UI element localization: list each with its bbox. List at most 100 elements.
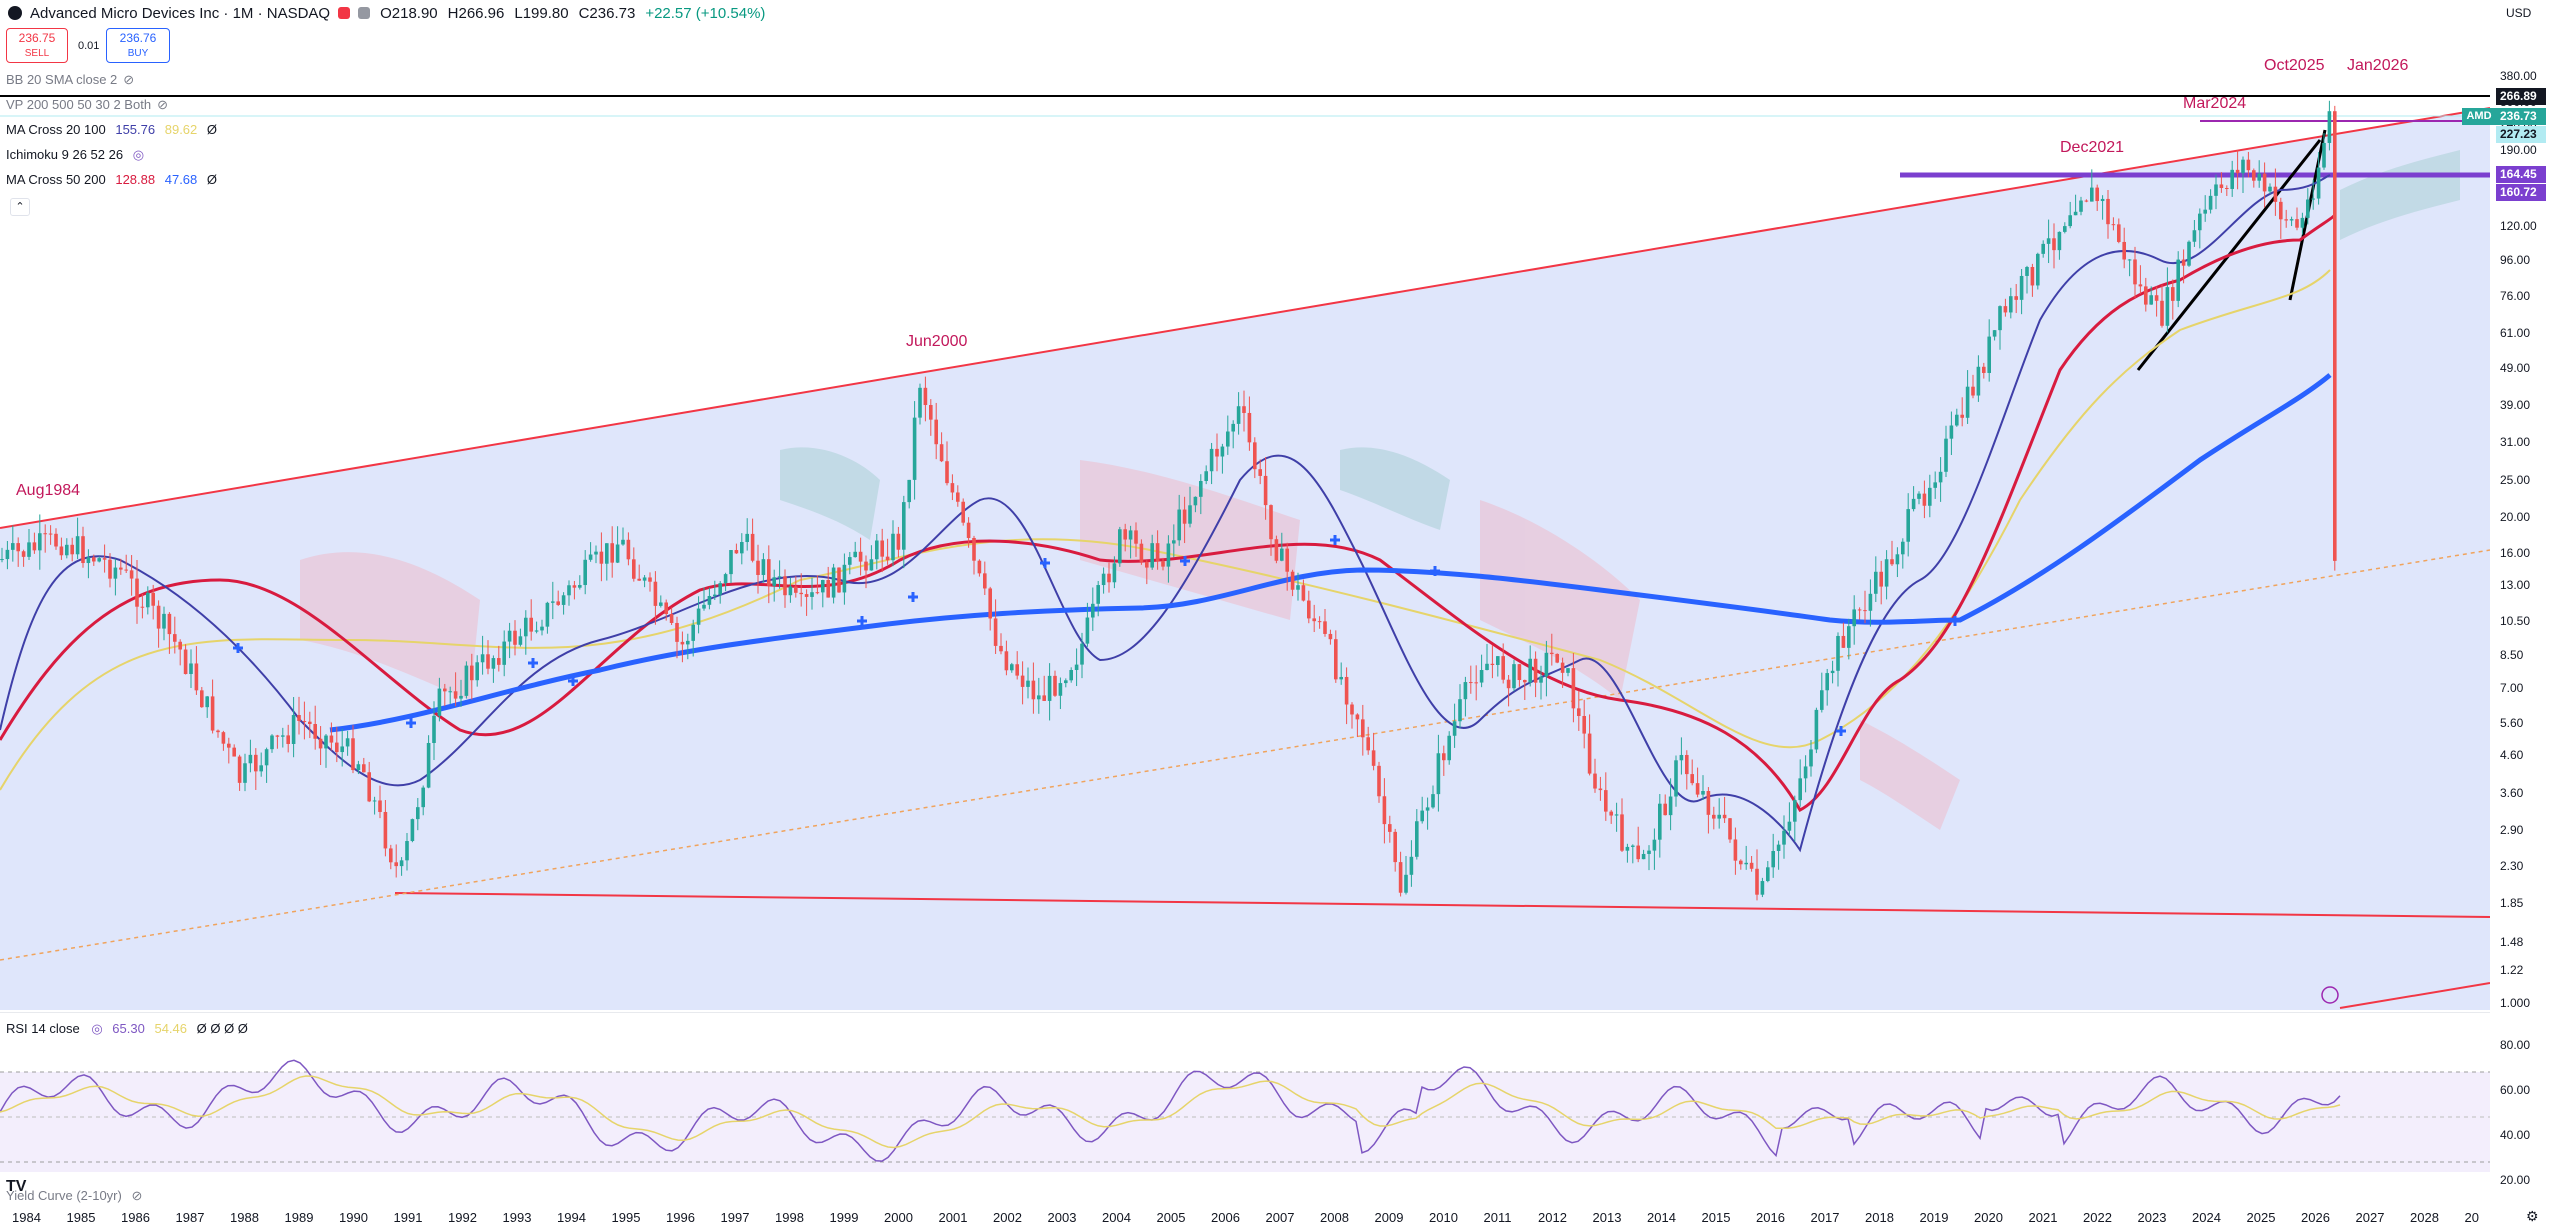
currency-label[interactable]: USD (2506, 6, 2532, 20)
time-axis-tick: 2019 (1919, 1210, 1949, 1225)
candle-body (389, 848, 393, 863)
ichimoku-cloud (300, 150, 2460, 830)
time-axis-tick: 2004 (1102, 1210, 1131, 1225)
candle-body (837, 567, 841, 593)
candle-body (740, 542, 744, 554)
ma2-legend[interactable]: MA Cross 50 200 128.88 47.68 Ø (6, 172, 223, 187)
eye-off-icon[interactable]: ⊘ (157, 97, 168, 112)
candle-body (1987, 336, 1991, 373)
ma1-legend[interactable]: MA Cross 20 100 155.76 89.62 Ø (6, 122, 223, 137)
candle-body (594, 551, 598, 555)
market-status-icon (338, 7, 351, 19)
candle-body (124, 569, 128, 571)
candle-body (1431, 794, 1435, 808)
candle-body (345, 738, 350, 747)
candle-body (1010, 664, 1014, 671)
eye-off-icon[interactable]: ⊘ (131, 1188, 143, 1203)
buy-button[interactable]: 236.76 BUY (106, 28, 170, 63)
rsi-ma-line (0, 1075, 2341, 1149)
candle-body (1793, 800, 1797, 822)
candle-body (880, 540, 884, 557)
candle-body (59, 546, 64, 556)
candle-body (551, 601, 555, 603)
candle-body (1976, 366, 1981, 396)
candle-body (1922, 493, 1927, 506)
candle-body (1625, 846, 1630, 851)
candle-body (92, 557, 96, 562)
channel-upper-line (0, 107, 2490, 529)
candle-body (1965, 386, 1970, 418)
candle-body (1674, 760, 1678, 797)
ma1-value-2: 89.62 (164, 122, 198, 137)
candle-body (2198, 213, 2202, 231)
candle-body (11, 543, 15, 550)
bb-legend[interactable]: BB 20 SMA close 2 ⊘ (6, 72, 140, 88)
candle-body (1274, 539, 1279, 561)
time-axis-tick: 2005 (1156, 1210, 1186, 1225)
candle-body (335, 742, 339, 753)
candle-body (761, 559, 766, 575)
candle-body (1015, 664, 1019, 676)
candle-body (2009, 296, 2013, 313)
candle-body (97, 558, 101, 562)
time-axis-tick: 2001 (938, 1210, 968, 1225)
sell-button[interactable]: 236.75 SELL (6, 28, 68, 63)
price-axis-tick: 10.50 (2500, 614, 2531, 628)
candle-body (848, 557, 852, 565)
candle-body (1366, 737, 1370, 751)
rsi-legend[interactable]: RSI 14 close ◎ 65.30 54.46 Ø Ø Ø Ø (6, 1021, 248, 1037)
candle-body (1193, 496, 1198, 506)
candle-body (399, 860, 404, 867)
candle-body (162, 613, 166, 629)
candle-body (135, 578, 139, 607)
channel-lower-line (394, 892, 2490, 918)
rsi-chart[interactable] (0, 1012, 2490, 1172)
price-chart[interactable] (0, 0, 2490, 1010)
candle-body (75, 536, 80, 555)
candle-body (470, 665, 474, 681)
ichimoku-legend[interactable]: Ichimoku 9 26 52 26 ◎ (6, 147, 150, 163)
eye-off-icon[interactable]: ⊘ (123, 72, 135, 87)
rsi-band (0, 1072, 2490, 1172)
yield-curve-legend[interactable]: Yield Curve (2-10yr) ⊘ (6, 1188, 142, 1204)
candle-body (902, 502, 906, 550)
annotation-aug1984[interactable]: Aug1984 (16, 482, 81, 499)
candle-body (1398, 862, 1403, 893)
candle-body (1307, 600, 1311, 619)
annotation-oct2025[interactable]: Oct2025 (2264, 57, 2325, 74)
candle-body (1847, 626, 1851, 648)
settings-icon[interactable]: ⚙ (2526, 1208, 2539, 1224)
collapse-legend-button[interactable]: ⌃ (10, 198, 30, 216)
candle-body (2079, 200, 2083, 212)
vp-legend[interactable]: VP 200 500 50 30 2 Both ⊘ (6, 97, 174, 113)
candle-body (1803, 766, 1808, 779)
candle-body (1517, 664, 1522, 680)
time-axis-tick: 1992 (448, 1210, 477, 1225)
candle-body (156, 605, 161, 629)
symbol-title[interactable]: Advanced Micro Devices Inc · 1M · NASDAQ (30, 4, 331, 22)
candle-body (1458, 699, 1462, 722)
annotation-mar2024[interactable]: Mar2024 (2183, 95, 2247, 112)
price-axis-tick: 13.00 (2500, 578, 2531, 592)
tradingview-logo[interactable]: TV (6, 1178, 27, 1195)
annotation-jan2026[interactable]: Jan2026 (2347, 57, 2409, 74)
time-axis-tick: 2010 (1429, 1210, 1458, 1225)
candle-body (1690, 774, 1694, 784)
annotation-dec2021[interactable]: Dec2021 (2060, 139, 2125, 156)
time-axis-tick: 2000 (884, 1210, 913, 1225)
candle-body (405, 841, 409, 861)
rsi-settings-icon[interactable]: ◎ (91, 1021, 103, 1036)
candle-body (2063, 226, 2067, 232)
candle-body (637, 578, 641, 581)
candle-body (108, 559, 112, 579)
candle-body (1166, 543, 1171, 567)
candle-body (32, 542, 37, 551)
candle-body (799, 592, 803, 595)
rsi-nulls: Ø Ø Ø Ø (196, 1021, 248, 1036)
candle-body (2214, 184, 2218, 196)
symbol-logo-icon[interactable] (8, 6, 22, 20)
ma2-null: Ø (206, 172, 218, 187)
buy-label: BUY (127, 48, 149, 59)
annotation-jun2000[interactable]: Jun2000 (906, 333, 968, 350)
ichimoku-settings-icon[interactable]: ◎ (132, 147, 145, 162)
